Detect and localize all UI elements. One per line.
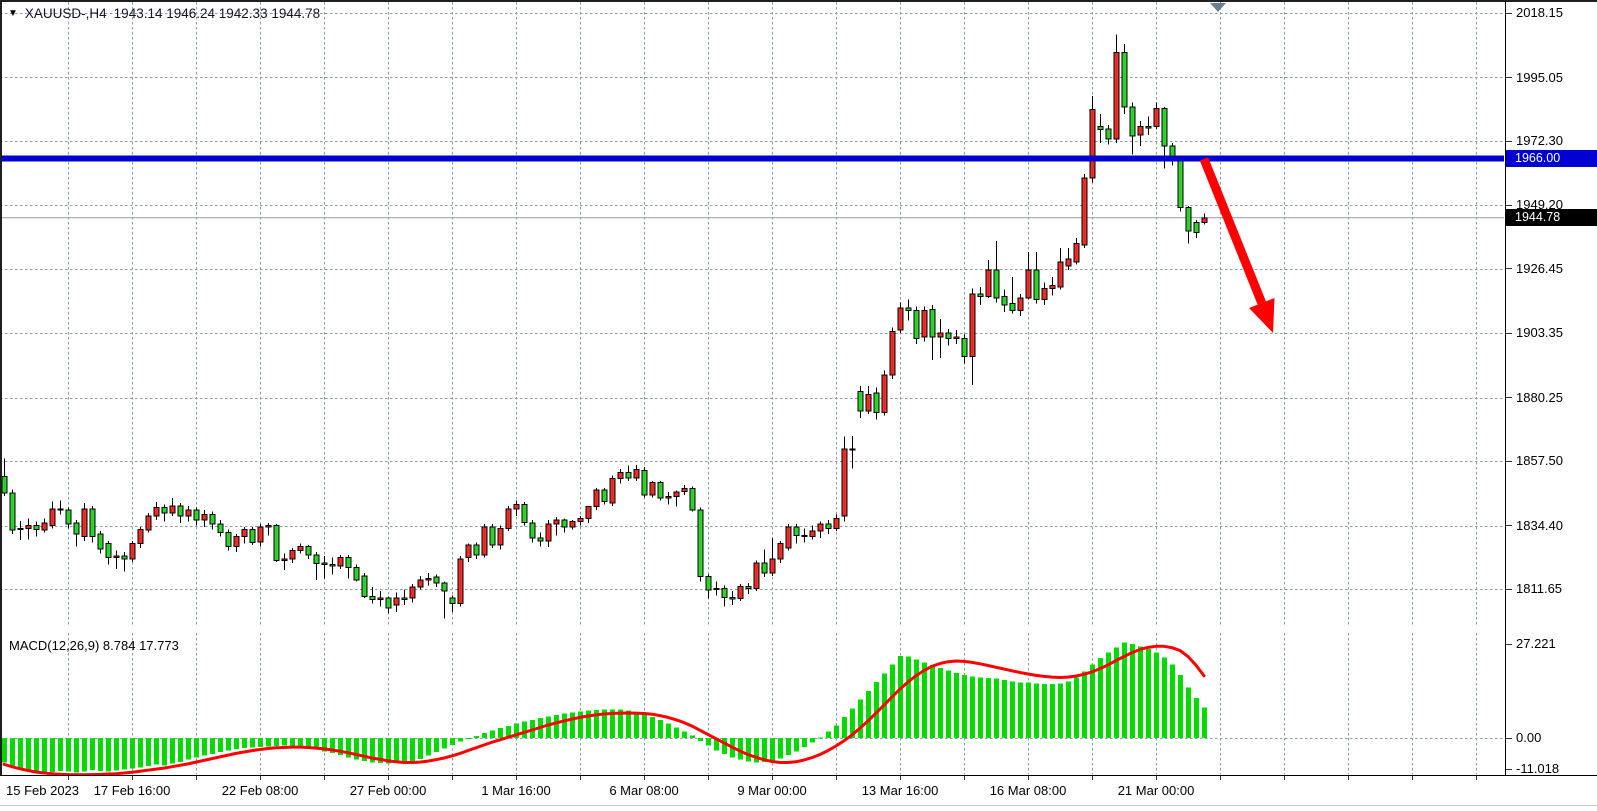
time-axis-tick: [1412, 776, 1413, 780]
candlestick-series: [1, 34, 1208, 619]
time-axis-label: 15 Feb 2023: [6, 783, 80, 798]
trend-arrow[interactable]: [1199, 157, 1275, 333]
price-axis-label: 1972.30: [1516, 133, 1563, 148]
price-axis-tick: [1506, 12, 1512, 14]
window-left-border: [0, 0, 2, 775]
symbol-period-label: XAUUSD-,H4: [24, 6, 107, 21]
time-axis-tick: [516, 776, 517, 780]
time-axis-tick: [964, 776, 965, 780]
time-axis-label: 21 Mar 00:00: [1117, 783, 1195, 798]
chart-plot-area[interactable]: [0, 0, 1505, 775]
price-axis-tick: [1506, 332, 1512, 334]
price-axis-label: 1857.50: [1516, 453, 1563, 469]
price-axis-label: 2018.15: [1516, 5, 1563, 20]
bottom-separator: [0, 805, 1597, 806]
price-axis-label: 1834.40: [1516, 517, 1563, 533]
price-axis-label: 1880.25: [1516, 389, 1563, 405]
macd-axis-label: -11.018: [1516, 761, 1560, 776]
macd-histogram: [2, 642, 1207, 773]
time-axis-tick: [324, 776, 325, 780]
time-axis-tick: [708, 776, 709, 780]
chart-title: ▼ XAUUSD-,H4 1943.14 1946.24 1942.33 194…: [8, 6, 320, 21]
time-axis-tick: [1028, 776, 1029, 780]
macd-axis-label: 0.00: [1516, 730, 1542, 745]
macd-axis-label: 27.221: [1516, 636, 1556, 651]
price-axis[interactable]: 1966.00 1944.78 2018.15 1995.05 1972.30 194…: [1505, 0, 1597, 776]
time-axis-label: 9 Mar 00:00: [737, 783, 807, 798]
macd-axis-tick: [1506, 643, 1512, 645]
trend-arrow-head[interactable]: [1249, 298, 1275, 333]
price-axis-label: 1811.65: [1516, 581, 1563, 597]
chart-shift-marker-icon[interactable]: [1210, 3, 1226, 12]
time-axis-tick: [388, 776, 389, 780]
macd-axis-tick: [1506, 737, 1512, 739]
time-axis-tick: [452, 776, 453, 780]
time-axis-tick: [772, 776, 773, 780]
time-axis-tick: [1092, 776, 1093, 780]
trend-arrow-shaft[interactable]: [1199, 157, 1266, 305]
time-axis-label: 6 Mar 08:00: [609, 783, 679, 798]
time-axis-tick: [68, 776, 69, 780]
symbol-dropdown-icon[interactable]: ▼: [8, 8, 18, 19]
macd-indicator-label: MACD(12,26,9) 8.784 17.773: [9, 638, 179, 653]
price-axis-tick: [1506, 140, 1512, 142]
time-axis-tick: [196, 776, 197, 780]
time-axis-tick: [836, 776, 837, 780]
window-top-border: [0, 0, 1597, 2]
grid-lines: [0, 2, 1504, 774]
time-axis-tick: [580, 776, 581, 780]
time-axis-label: 16 Mar 08:00: [989, 783, 1067, 798]
price-axis-tick: [1506, 397, 1512, 399]
time-axis-label: 17 Feb 16:00: [93, 783, 171, 798]
ohlc-readout: 1943.14 1946.24 1942.33 1944.78: [113, 6, 321, 21]
price-axis-tick: [1506, 588, 1512, 590]
price-axis-label: 1949.20: [1516, 197, 1563, 213]
time-axis-label: 22 Feb 08:00: [221, 783, 299, 798]
time-axis-label: 13 Mar 16:00: [861, 783, 939, 798]
macd-signal-line: [2, 644, 1206, 775]
horizontal-line-1966[interactable]: [0, 155, 1504, 162]
macd-axis-tick: [1506, 768, 1512, 770]
price-axis-tick: [1506, 460, 1512, 462]
current-price-tag: 1944.78: [1506, 209, 1597, 226]
time-axis-tick: [1348, 776, 1349, 780]
price-axis-label: 1903.35: [1516, 325, 1563, 341]
price-axis-tick: [1506, 525, 1512, 527]
time-axis-tick: [1476, 776, 1477, 780]
time-axis-tick: [1156, 776, 1157, 780]
time-axis-tick: [260, 776, 261, 780]
hline-price-tag: 1966.00: [1506, 150, 1597, 167]
time-axis-tick: [1220, 776, 1221, 780]
price-axis-label: 1926.45: [1516, 260, 1563, 276]
time-axis-tick: [132, 776, 133, 780]
time-axis-label: 27 Feb 00:00: [349, 783, 427, 798]
time-axis-tick: [1284, 776, 1285, 780]
time-axis[interactable]: 15 Feb 2023 17 Feb 16:00 22 Feb 08:00 27 Fe…: [0, 775, 1597, 806]
time-axis-label: 1 Mar 16:00: [481, 783, 551, 798]
price-axis-label: 1995.05: [1516, 69, 1563, 85]
price-axis-tick: [1506, 204, 1512, 206]
price-axis-tick: [1506, 77, 1512, 78]
time-axis-tick: [644, 776, 645, 780]
time-axis-tick: [900, 776, 901, 780]
price-axis-tick: [1506, 268, 1512, 270]
